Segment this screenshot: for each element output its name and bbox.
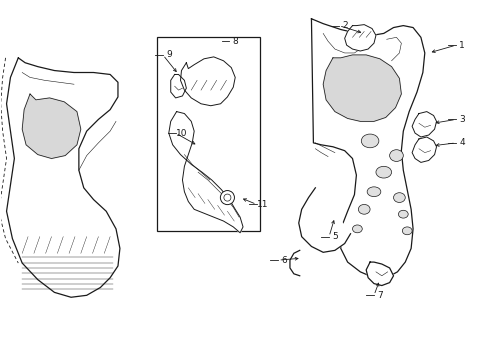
Polygon shape: [171, 75, 186, 98]
Bar: [157, 37, 260, 231]
Text: 11: 11: [257, 200, 269, 209]
Polygon shape: [323, 55, 401, 121]
Ellipse shape: [390, 150, 403, 161]
Circle shape: [224, 194, 231, 201]
Polygon shape: [180, 57, 235, 106]
Text: 7: 7: [377, 291, 383, 300]
Polygon shape: [366, 262, 393, 285]
Polygon shape: [412, 137, 437, 162]
Ellipse shape: [398, 210, 408, 218]
Polygon shape: [412, 112, 437, 137]
Polygon shape: [22, 94, 81, 158]
Circle shape: [220, 190, 234, 204]
Polygon shape: [6, 58, 120, 297]
Polygon shape: [344, 24, 376, 51]
Ellipse shape: [358, 204, 370, 214]
Ellipse shape: [376, 166, 392, 178]
Text: 6: 6: [281, 256, 287, 265]
Text: 9: 9: [166, 50, 172, 59]
Text: 8: 8: [232, 37, 238, 46]
Text: 5: 5: [332, 232, 338, 241]
Polygon shape: [312, 19, 425, 278]
Polygon shape: [169, 112, 243, 233]
Ellipse shape: [352, 225, 362, 233]
Text: 1: 1: [459, 41, 465, 50]
Text: 4: 4: [459, 138, 465, 147]
Text: 2: 2: [342, 21, 347, 30]
Polygon shape: [299, 188, 350, 252]
Text: 3: 3: [459, 115, 465, 124]
Ellipse shape: [393, 193, 405, 202]
Ellipse shape: [402, 227, 412, 235]
Ellipse shape: [361, 134, 379, 148]
Text: 10: 10: [176, 129, 187, 138]
Ellipse shape: [367, 187, 381, 197]
